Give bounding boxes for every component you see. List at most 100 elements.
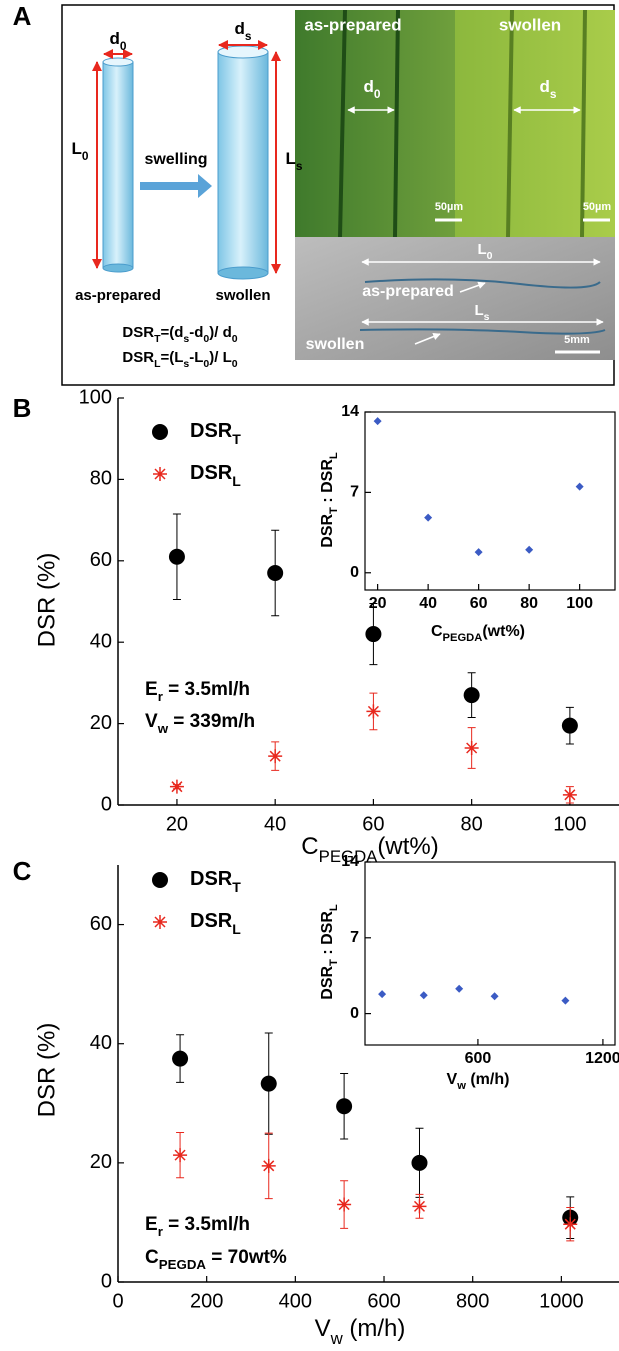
data-point (268, 749, 283, 764)
text-part: d (109, 29, 119, 48)
text-part: DSR (319, 966, 336, 1000)
data-point (412, 1199, 427, 1214)
y-tick-label: 20 (90, 1151, 112, 1173)
text-part: = 339m/h (168, 711, 255, 732)
x-tick-label: 40 (264, 813, 286, 835)
data-point (168, 548, 185, 565)
text-part: 0 (82, 149, 89, 163)
text-part: =(L (160, 349, 183, 366)
inset-frame (364, 411, 616, 591)
data-point (474, 548, 483, 557)
data-point (561, 717, 578, 734)
y-tick-label: 40 (90, 630, 112, 652)
label: as-prepared (304, 15, 401, 34)
annotation: CPEGDA = 70wt% (145, 1247, 287, 1272)
legend-marker (152, 424, 168, 440)
text-part: L (285, 149, 295, 168)
text-part: T (232, 879, 241, 895)
label: L0 (71, 139, 88, 163)
x-tick-label: 100 (566, 595, 593, 612)
text-part: )/ d (209, 324, 232, 341)
text-part: T (328, 959, 340, 966)
text-part: 0 (203, 333, 209, 345)
x-tick-label: 800 (456, 1290, 489, 1312)
y-tick-label: 7 (350, 484, 359, 501)
text-part: L (71, 139, 81, 158)
text-part: s (484, 311, 490, 323)
data-point (419, 991, 428, 1000)
y-tick-label: 0 (350, 564, 359, 581)
text-part: = 3.5ml/h (163, 679, 250, 700)
y-tick-label: 0 (101, 793, 112, 815)
y-tick-label: 100 (79, 386, 112, 408)
x-tick-label: 60 (362, 813, 384, 835)
text-part: E (145, 679, 158, 700)
text-part: L (474, 302, 483, 319)
legend-label: DSRL (190, 910, 241, 936)
label: ds (234, 19, 251, 43)
cylinder-as-prepared (102, 57, 134, 273)
y-tick-label: 7 (350, 929, 359, 946)
x-axis-label: CPEGDA(wt%) (301, 833, 438, 866)
text-part: T (154, 333, 161, 345)
text-part: DSR (122, 349, 154, 366)
text-part: DSR (190, 868, 233, 890)
text-part: DSR (190, 420, 233, 442)
text-part: V (447, 1071, 458, 1088)
y-tick-label: 14 (341, 853, 359, 870)
text-part: V (145, 711, 158, 732)
panel-label: B (13, 393, 32, 423)
panel-label: C (13, 856, 32, 886)
x-tick-label: 1000 (539, 1290, 584, 1312)
swelling-arrow (140, 174, 212, 198)
label: swollen (306, 336, 365, 353)
data-point (561, 996, 570, 1005)
text-part: 0 (374, 87, 381, 101)
text-part: 0 (203, 358, 209, 370)
equation: DSRT=(ds-d0)/ d0 (122, 324, 237, 345)
data-point (261, 1158, 276, 1173)
text-part: w (157, 721, 169, 736)
label: L0 (477, 241, 492, 262)
x-tick-label: 0 (112, 1290, 123, 1312)
text-part: DSR (190, 462, 233, 484)
data-point (525, 545, 534, 554)
text-part: 0 (487, 250, 493, 262)
text-part: 0 (120, 39, 127, 53)
data-point (424, 513, 433, 522)
text-part: 0 (232, 358, 238, 370)
y-tick-label: 80 (90, 468, 112, 490)
text-part: T (328, 507, 340, 514)
text-part: (m/h) (343, 1315, 406, 1342)
label: swollen (215, 287, 270, 304)
y-tick-label: 14 (341, 403, 359, 420)
text-part: E (145, 1214, 158, 1235)
y-axis-label: DSRT : DSRL (319, 452, 340, 548)
x-axis-label: CPEGDA(wt%) (431, 623, 525, 644)
text-part: PEGDA (443, 632, 483, 644)
micrographs (295, 9, 615, 238)
label: 50µm (435, 201, 464, 213)
y-axis-label: DSR (%) (33, 1023, 60, 1118)
label: d0 (109, 29, 126, 53)
text-part: C (301, 833, 318, 860)
text-part: DSR (190, 910, 233, 932)
text-part: : DSR (319, 459, 336, 507)
text-part: L (328, 904, 340, 911)
text-part: =(d (160, 324, 183, 341)
legend-label: DSRL (190, 462, 241, 488)
text-part: PEGDA (319, 847, 379, 866)
y-tick-label: 60 (90, 549, 112, 571)
label: 50µm (583, 201, 612, 213)
data-point (373, 417, 382, 426)
inset-frame (364, 861, 616, 1046)
text-part: L (154, 358, 161, 370)
label: Ls (285, 149, 302, 173)
legend-marker (153, 467, 167, 481)
data-point (563, 1217, 578, 1232)
text-part: = 3.5ml/h (163, 1214, 250, 1235)
cylinder-swollen (217, 45, 269, 280)
text-part: V (315, 1315, 331, 1342)
text-part: d (363, 77, 373, 96)
y-axis-label: DSR (%) (33, 553, 60, 648)
